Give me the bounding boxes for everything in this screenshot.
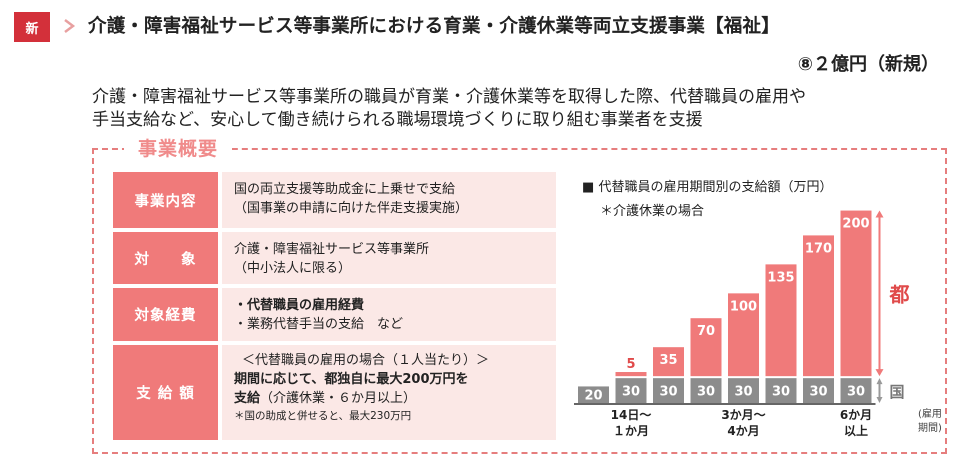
bar-to xyxy=(615,372,647,377)
row-line: ・代替職員の雇用経費 xyxy=(234,298,365,313)
x-tick-label: 4か月 xyxy=(727,424,759,438)
arrow-up-icon xyxy=(875,210,884,218)
new-badge: 新 xyxy=(14,12,50,42)
bar-label-kuni: 30 xyxy=(809,385,827,400)
arrow-down-icon xyxy=(875,369,884,377)
bar-kuni xyxy=(578,386,609,403)
bar-to xyxy=(765,264,797,377)
row-line: 国の両立支援等助成金に上乗せで支給 xyxy=(234,182,456,197)
chart-title: ■ 代替職員の雇用期間別の支給額（万円） xyxy=(582,178,832,197)
arrow-down-icon xyxy=(876,397,883,403)
bar-label-kuni: 20 xyxy=(584,389,602,404)
bar-to xyxy=(653,347,684,377)
row-head-content: 事業内容 xyxy=(113,172,218,228)
row-body-expenses: ・代替職員の雇用経費 ・業務代替手当の支給 など xyxy=(222,288,556,341)
row-line: 介護・障害福祉サービス等事業所 xyxy=(234,242,430,257)
lead-line: 手当支給など、安心して働き続けられる職場環境づくりに取り組む事業者を支援 xyxy=(92,110,703,130)
row-body-target: 介護・障害福祉サービス等事業所 （中小法人に限る） xyxy=(222,232,556,284)
bar-label-to: 170 xyxy=(805,241,832,256)
bar-kuni xyxy=(765,378,797,403)
bar-kuni xyxy=(690,378,722,403)
bar-label-kuni: 30 xyxy=(622,385,640,400)
row-body-amount: ＜代替職員の雇用の場合（１人当たり）＞ 期間に応じて、都独自に最大200万円を … xyxy=(222,345,556,440)
bar-label-to: 200 xyxy=(842,217,869,232)
row-line: 支給（介護休業・６か月以上） xyxy=(234,389,544,408)
bar-label-kuni: 30 xyxy=(847,385,865,400)
x-tick-label: １か月 xyxy=(613,424,649,438)
x-tick-label: 6か月 xyxy=(840,408,872,422)
bar-kuni xyxy=(840,378,872,403)
arrow-up-icon xyxy=(876,378,883,385)
bar-label-to: 5 xyxy=(626,357,635,372)
bar-kuni xyxy=(615,378,647,403)
row-text: 期間に応じて、都独自に xyxy=(234,372,377,387)
outline-frame xyxy=(92,148,947,454)
bullet-icon: ■ xyxy=(582,180,595,195)
chart-subtitle: ＊介護休業の場合 xyxy=(600,204,705,219)
row-line: 期間に応じて、都独自に最大200万円を xyxy=(234,370,544,389)
bar-to xyxy=(728,293,759,377)
bar-label-to: 35 xyxy=(659,353,677,368)
chevron-right-icon xyxy=(64,19,76,33)
row-text-emph: 最大200万円を xyxy=(376,372,469,387)
page-title: 介護・障害福祉サービス等事業所における育業・介護休業等両立支援事業【福祉】 xyxy=(88,16,780,37)
legend-to: 都 xyxy=(889,282,910,306)
lead-text: 介護・障害福祉サービス等事業所の職員が育業・介護休業等を取得した際、代替職員の雇… xyxy=(92,86,952,132)
lead-line: 介護・障害福祉サービス等事業所の職員が育業・介護休業等を取得した際、代替職員の雇… xyxy=(92,87,806,107)
bar-kuni xyxy=(803,378,834,403)
row-line: ＜代替職員の雇用の場合（１人当たり）＞ xyxy=(242,353,490,368)
bar-chart: 20 30 5 30 35 30 70 30 100 30 135 30 170 30 200 14日〜 １か月… xyxy=(574,210,942,438)
bar-label-to: 70 xyxy=(697,324,715,339)
bar-label-to: 135 xyxy=(767,270,794,285)
row-head-expenses: 対象経費 xyxy=(113,288,218,341)
bar-kuni xyxy=(728,378,759,403)
x-axis-unit: 期間) xyxy=(918,422,942,434)
row-line: （中小法人に限る） xyxy=(234,261,352,276)
x-tick-label: 14日〜 xyxy=(611,408,652,422)
x-tick-label: 以上 xyxy=(844,423,868,438)
row-note: ＊国の助成と併せると、最大230万円 xyxy=(234,410,412,422)
bar-to xyxy=(840,210,872,377)
bar-to xyxy=(803,235,834,377)
bar-label-to: 100 xyxy=(730,299,757,314)
bar-label-kuni: 30 xyxy=(734,385,752,400)
legend-kuni: 国 xyxy=(890,383,905,401)
row-head-target: 対 象 xyxy=(113,232,218,284)
bar-label-kuni: 30 xyxy=(697,385,715,400)
bar-kuni xyxy=(653,378,684,403)
x-axis-unit: (雇用 xyxy=(918,407,942,420)
x-tick-label: 3か月〜 xyxy=(721,408,765,422)
row-head-amount: 支 給 額 xyxy=(113,345,218,440)
bar-label-kuni: 30 xyxy=(659,385,677,400)
budget-amount: ⑧２億円（新規） xyxy=(797,54,939,75)
bar-to xyxy=(690,318,722,377)
row-line: ・業務代替手当の支給 など xyxy=(234,317,404,332)
row-text-emph: 支給 xyxy=(234,391,261,406)
bar-label-kuni: 30 xyxy=(772,385,790,400)
row-body-content: 国の両立支援等助成金に上乗せで支給 （国事業の申請に向けた伴走支援実施） xyxy=(222,172,556,228)
row-text: （介護休業・６か月以上） xyxy=(260,391,417,406)
outline-label: 事業概要 xyxy=(124,134,233,161)
chart-title-text: 代替職員の雇用期間別の支給額（万円） xyxy=(598,180,833,195)
row-line: （国事業の申請に向けた伴走支援実施） xyxy=(234,201,469,216)
